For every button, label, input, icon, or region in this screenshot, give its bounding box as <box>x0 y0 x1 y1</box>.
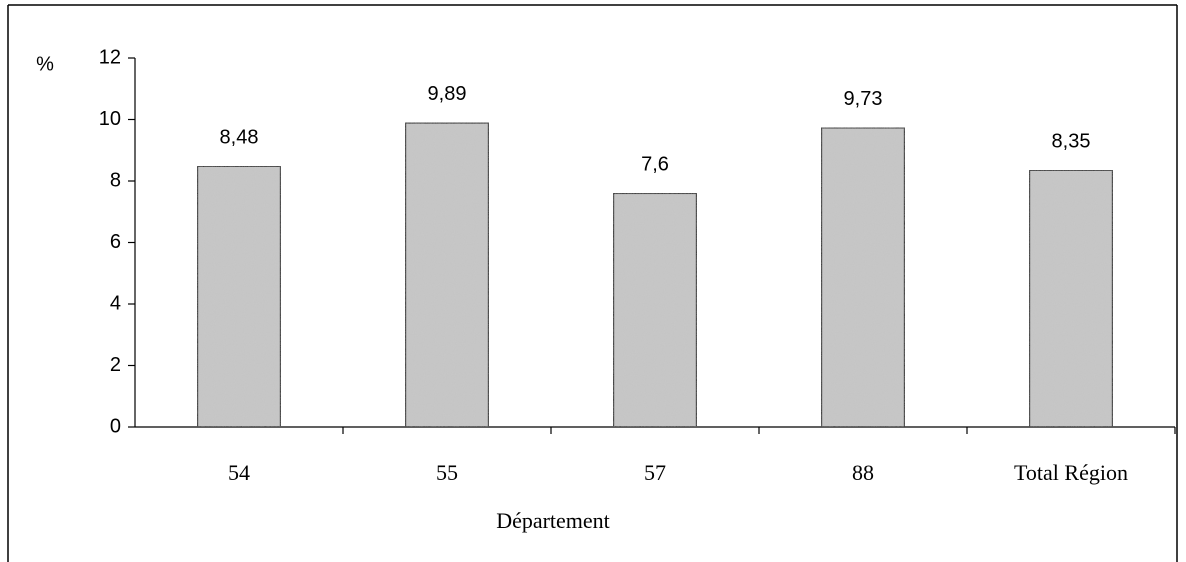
bar <box>196 165 282 428</box>
y-axis-label: % <box>36 53 54 75</box>
data-label: 8,48 <box>220 127 259 149</box>
x-tick-label: 55 <box>436 460 458 485</box>
data-label: 9,73 <box>844 88 883 110</box>
bar <box>1028 169 1114 428</box>
y-tick-label: 12 <box>99 46 121 68</box>
y-tick-label: 8 <box>110 169 121 191</box>
y-tick-label: 0 <box>110 415 121 437</box>
data-label: 7,6 <box>641 154 669 176</box>
bar <box>404 122 490 428</box>
data-label: 9,89 <box>428 83 467 105</box>
x-tick-label: Total Région <box>1014 460 1128 485</box>
x-tick-label: 88 <box>852 460 874 485</box>
y-tick-label: 6 <box>110 231 121 253</box>
y-tick-label: 4 <box>110 292 121 314</box>
x-tick-label: 57 <box>644 460 666 485</box>
y-tick-label: 2 <box>110 354 121 376</box>
bar <box>612 192 698 428</box>
x-axis-label: Département <box>496 508 610 533</box>
y-tick-label: 10 <box>99 108 121 130</box>
frame <box>7 4 1178 562</box>
bar <box>820 127 906 428</box>
data-label: 8,35 <box>1052 131 1091 153</box>
x-tick-label: 54 <box>228 460 250 485</box>
